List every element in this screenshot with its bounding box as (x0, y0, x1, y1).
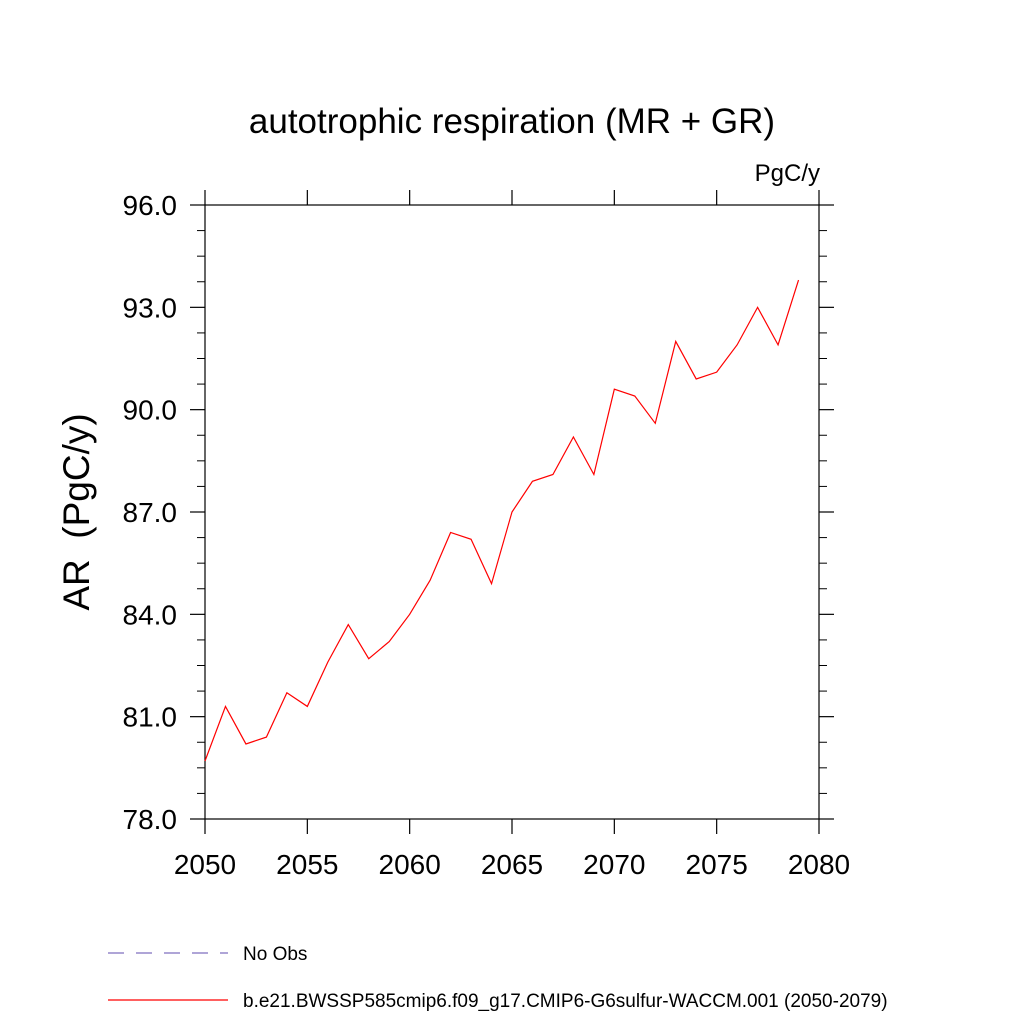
x-tick-label: 2060 (379, 849, 441, 880)
y-tick-label: 90.0 (123, 395, 178, 426)
chart-title: autotrophic respiration (MR + GR) (249, 102, 775, 141)
y-tick-label: 78.0 (123, 804, 178, 835)
series-layer (204, 279, 800, 762)
x-tick-label: 2050 (174, 849, 236, 880)
y-axis-label: AR (PgC/y) (56, 413, 97, 610)
y-tick-label: 84.0 (123, 599, 178, 630)
legend: No Obs b.e21.BWSSP585cmip6.f09_g17.CMIP6-… (108, 944, 888, 1012)
legend-label: b.e21.BWSSP585cmip6.f09_g17.CMIP6-G6sulf… (243, 991, 888, 1012)
y-tick-label: 96.0 (123, 190, 178, 221)
y-tick-label: 81.0 (123, 702, 178, 733)
series-line (204, 279, 800, 762)
y-tick-label: 87.0 (123, 497, 178, 528)
x-tick-label: 2075 (686, 849, 748, 880)
x-tick-label: 2065 (481, 849, 543, 880)
legend-label: No Obs (243, 944, 307, 965)
y-tick-label: 93.0 (123, 292, 178, 323)
units-label: PgC/y (755, 160, 820, 187)
x-tick-label: 2080 (788, 849, 850, 880)
x-tick-label: 2055 (276, 849, 338, 880)
axis-ticks: 2050 2055 2060 2065 2070 2075 2080 78.0 81.0 84.0… (123, 190, 850, 880)
x-tick-label: 2070 (583, 849, 645, 880)
